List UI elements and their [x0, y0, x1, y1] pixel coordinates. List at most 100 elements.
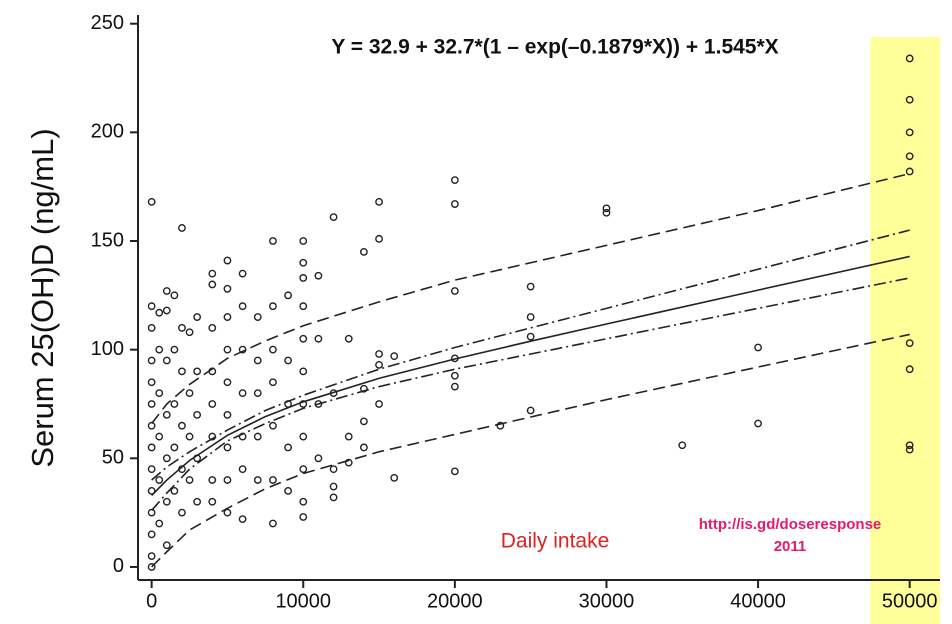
data-point — [390, 473, 399, 482]
data-point — [170, 291, 179, 300]
data-point — [147, 487, 156, 495]
data-point — [162, 454, 171, 463]
data-point — [223, 410, 232, 419]
data-point — [147, 563, 156, 571]
data-point — [450, 371, 459, 380]
fit-line — [151, 229, 910, 481]
data-point — [238, 345, 247, 354]
data-point — [602, 208, 611, 217]
data-point — [344, 432, 353, 441]
fit-line — [151, 333, 910, 568]
data-point — [193, 497, 202, 506]
data-point — [178, 508, 186, 517]
data-point — [253, 389, 262, 398]
x-note: Daily intake — [501, 530, 610, 553]
source-url: http://is.gd/doseresponse — [699, 516, 882, 533]
data-point — [185, 432, 194, 441]
equation: Y = 32.9 + 32.7*(1 – exp(–0.1879*X)) + 1… — [331, 36, 778, 59]
y-tick-label: 50 — [102, 447, 124, 469]
data-point — [390, 352, 399, 361]
data-point — [314, 334, 323, 343]
data-point — [223, 476, 232, 484]
data-point — [238, 389, 247, 398]
data-point — [359, 417, 368, 426]
data-point — [299, 237, 308, 245]
data-point — [314, 454, 323, 463]
data-point — [754, 419, 762, 428]
data-point — [299, 258, 308, 267]
data-point — [905, 95, 914, 104]
data-point — [238, 302, 247, 311]
data-point — [375, 350, 383, 358]
data-point — [193, 367, 202, 376]
data-point — [329, 465, 338, 474]
data-point — [223, 345, 232, 354]
data-point — [905, 445, 914, 454]
data-point — [284, 443, 292, 452]
fit-line — [151, 255, 910, 497]
data-point — [170, 400, 179, 408]
data-point — [223, 284, 232, 293]
data-point — [375, 197, 383, 206]
data-point — [162, 306, 171, 315]
data-point — [269, 345, 277, 354]
data-point — [155, 432, 164, 441]
data-point — [269, 421, 277, 430]
x-tick-label: 30000 — [579, 590, 635, 612]
x-tick-label: 0 — [146, 590, 157, 612]
data-point — [344, 334, 353, 343]
x-tick-label: 20000 — [427, 590, 483, 612]
y-tick-label: 250 — [91, 12, 124, 34]
data-point — [147, 378, 156, 387]
data-point — [223, 313, 232, 321]
data-point — [147, 302, 156, 311]
data-point — [208, 280, 217, 289]
fit-line — [151, 172, 910, 425]
data-point — [223, 378, 232, 387]
data-point — [253, 432, 262, 441]
data-point — [208, 476, 217, 484]
data-point — [284, 487, 292, 495]
data-point — [253, 356, 262, 365]
data-point — [147, 530, 156, 539]
data-point — [450, 200, 459, 208]
data-point — [526, 406, 535, 415]
data-point — [178, 224, 186, 232]
data-point — [359, 247, 368, 256]
data-point — [905, 54, 914, 63]
data-point — [178, 367, 186, 376]
data-point — [208, 324, 217, 332]
y-axis-label: Serum 25(OH)D (ng/mL) — [25, 128, 60, 467]
data-point — [329, 482, 338, 491]
data-point — [299, 465, 308, 474]
data-point — [678, 441, 687, 450]
y-tick-label: 0 — [113, 555, 124, 577]
data-point — [170, 345, 179, 354]
data-point — [185, 476, 194, 484]
data-point — [905, 365, 914, 374]
data-point — [329, 213, 338, 221]
highlight-band — [870, 37, 940, 624]
data-point — [526, 313, 535, 321]
data-point — [284, 291, 292, 300]
data-point — [905, 339, 914, 348]
data-point — [269, 476, 277, 484]
data-point — [299, 367, 308, 376]
data-point — [155, 389, 164, 398]
data-point — [147, 400, 156, 408]
data-point — [314, 400, 323, 408]
data-point — [253, 313, 262, 321]
data-point — [193, 410, 202, 419]
data-point — [450, 467, 459, 476]
data-point — [269, 378, 277, 387]
data-point — [185, 328, 194, 337]
data-point — [170, 443, 179, 452]
y-tick-label: 100 — [91, 338, 124, 360]
data-point — [193, 313, 202, 321]
data-point — [162, 287, 171, 295]
y-tick-label: 150 — [91, 229, 124, 251]
y-tick-label: 200 — [91, 121, 124, 143]
data-point — [155, 476, 164, 484]
